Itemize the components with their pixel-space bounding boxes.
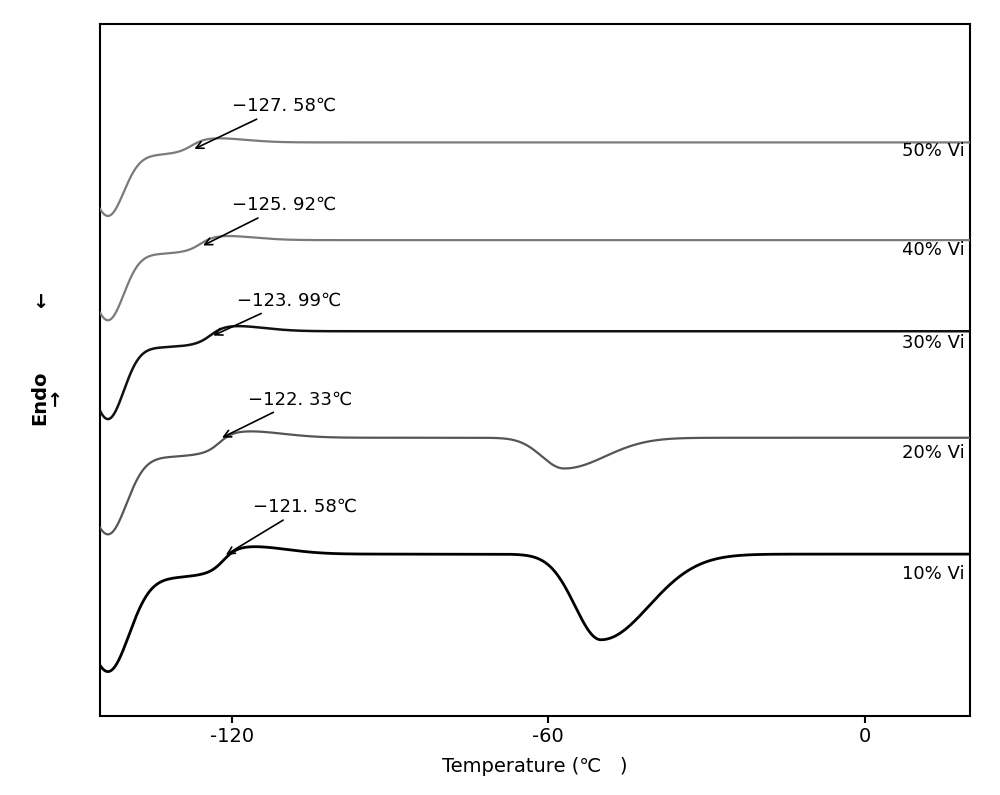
X-axis label: Temperature (℃   ): Temperature (℃ ) [442, 758, 628, 777]
Text: −127. 58℃: −127. 58℃ [196, 97, 336, 148]
Text: 50% Vi: 50% Vi [902, 142, 965, 161]
Text: ↓: ↓ [32, 293, 48, 312]
Text: 30% Vi: 30% Vi [902, 335, 965, 352]
Text: 10% Vi: 10% Vi [902, 565, 965, 583]
Text: −121. 58℃: −121. 58℃ [227, 498, 357, 554]
Text: −125. 92℃: −125. 92℃ [205, 196, 336, 245]
Text: −123. 99℃: −123. 99℃ [215, 292, 341, 335]
Text: Endo: Endo [30, 370, 50, 425]
Text: 40% Vi: 40% Vi [902, 241, 965, 259]
Text: →: → [46, 390, 64, 405]
Text: 20% Vi: 20% Vi [902, 444, 965, 462]
Text: −122. 33℃: −122. 33℃ [224, 390, 352, 436]
